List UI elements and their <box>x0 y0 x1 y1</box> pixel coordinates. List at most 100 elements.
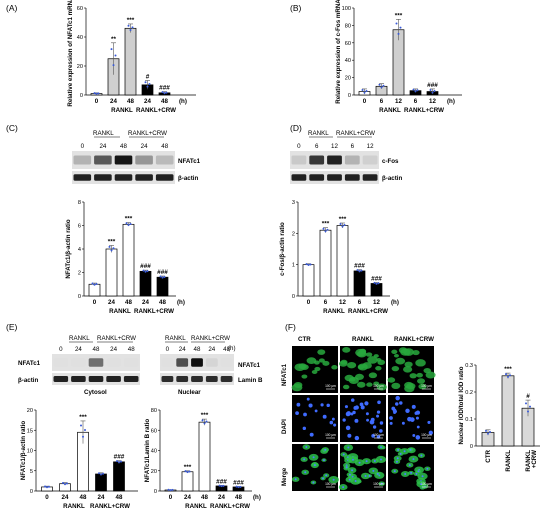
data-point <box>82 435 84 438</box>
unit-label: (h) <box>177 299 185 306</box>
band <box>94 174 112 181</box>
band <box>155 155 174 165</box>
cell <box>342 384 350 390</box>
data-point <box>220 485 223 488</box>
scale-bar-label: 100 μm <box>421 482 432 486</box>
nucleus <box>312 456 315 459</box>
nucleus <box>344 405 348 409</box>
blot-d-crw-label: RANKL+CRW <box>336 130 375 137</box>
data-point <box>161 91 164 94</box>
nucleus <box>389 416 393 420</box>
group-label-rankl-crw: RANKL+CRW <box>136 107 176 114</box>
x-tick-label: 24 <box>184 494 191 501</box>
cell <box>387 377 396 383</box>
significance-label: ### <box>157 269 168 276</box>
cell <box>342 346 351 353</box>
blot-e-nfatc1-label: NFATc1 <box>18 360 41 367</box>
cell <box>367 356 378 364</box>
band <box>135 155 153 165</box>
significance-label: *** <box>504 366 512 373</box>
nucleus <box>312 481 315 484</box>
scale-bar-label: 100 μm <box>421 384 432 388</box>
blot-c: 0 24 48 24 48 RANKL RANKL+CRW NFATc1 β-actin <box>72 130 201 184</box>
x-tick-label: 24 <box>62 494 69 501</box>
unit-label: (h) <box>391 299 399 306</box>
y-tick-label: 60 <box>345 41 351 47</box>
nucleus <box>368 474 371 477</box>
significance-label: *** <box>125 216 133 223</box>
band <box>344 174 360 181</box>
data-point <box>414 90 417 93</box>
panel-label-c: (C) <box>6 123 18 133</box>
band <box>327 155 342 165</box>
significance-label: ### <box>159 85 170 92</box>
scale-bar-label: 100 μm <box>325 433 336 437</box>
y-tick-label: 8 <box>78 200 81 206</box>
cell <box>365 352 373 357</box>
y-tick-label: 0 <box>80 93 83 99</box>
nucleus <box>342 418 346 422</box>
significance-label: *** <box>395 12 403 19</box>
x-tick-label: 6 <box>414 98 418 105</box>
panel-label-b: (B) <box>290 3 302 13</box>
lane-label: 24 <box>141 143 148 150</box>
lane-label: 12 <box>331 143 338 150</box>
lane-label: 6 <box>315 143 319 150</box>
nucleus <box>353 406 358 410</box>
cell <box>391 349 398 354</box>
x-tick-label: 12 <box>339 299 346 306</box>
lane-label: 48 <box>120 143 127 150</box>
y-tick-label: 3 <box>292 200 295 206</box>
blot-e-actin-label: β-actin <box>18 377 38 384</box>
nucleus <box>347 433 352 438</box>
lane-label: 12 <box>367 143 374 150</box>
data-point <box>112 247 115 250</box>
data-point <box>324 230 327 233</box>
data-point <box>144 270 147 273</box>
data-point <box>171 488 174 491</box>
panel-label-f: (F) <box>285 322 296 332</box>
cell <box>404 381 414 389</box>
data-point <box>382 84 385 87</box>
nucleus <box>366 418 370 422</box>
nucleus <box>296 402 301 407</box>
data-point <box>169 489 172 492</box>
x-tick-label: RANKL <box>505 450 512 472</box>
data-point <box>102 472 104 475</box>
nucleus <box>426 467 429 470</box>
blot-e-cyto-rankl-label: RANKL <box>69 335 90 342</box>
band <box>362 155 378 165</box>
group-label-rankl: RANKL <box>185 503 207 510</box>
cell <box>291 383 303 392</box>
cell <box>339 360 348 367</box>
nucleus <box>326 403 330 408</box>
band <box>327 174 342 181</box>
lane-label: 24 <box>208 346 215 353</box>
data-point <box>48 485 50 488</box>
bar <box>336 225 349 297</box>
y-axis-label: c-Fos/β-actin ratio <box>279 222 286 276</box>
band <box>106 358 121 367</box>
y-tick-label: 20 <box>27 408 33 414</box>
data-point <box>167 488 170 491</box>
bar <box>88 283 101 297</box>
significance-label: ### <box>354 263 365 270</box>
blot-e-unit: (h) <box>228 345 236 352</box>
y-tick-label: 60 <box>77 6 83 12</box>
band <box>309 155 325 165</box>
data-point <box>127 24 130 27</box>
nucleus <box>404 472 407 475</box>
nucleus <box>332 478 335 481</box>
band <box>291 174 307 181</box>
group-label-rankl: RANKL <box>111 107 133 114</box>
lane-label: 0 <box>166 346 170 353</box>
significance-label: *** <box>322 221 330 228</box>
bar <box>198 421 211 492</box>
cell <box>395 357 406 365</box>
group-label-rankl: RANKL <box>379 107 401 114</box>
lane-label: 48 <box>93 346 100 353</box>
cell <box>314 366 321 372</box>
nucleus <box>372 469 375 472</box>
nucleus <box>416 425 420 429</box>
